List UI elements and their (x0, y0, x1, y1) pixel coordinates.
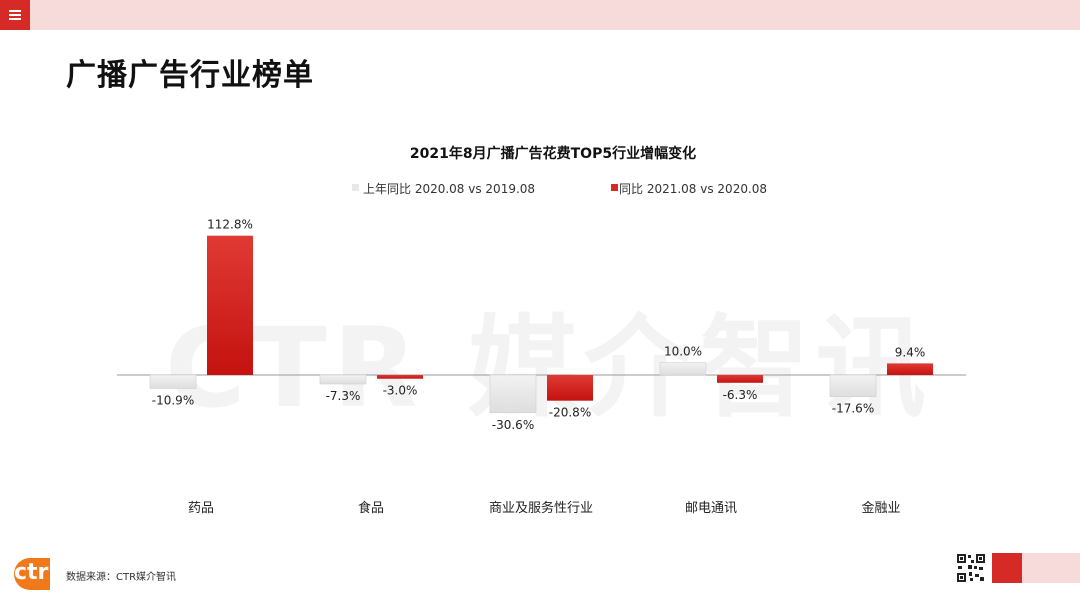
data-label-prev-year-3: 10.0% (664, 345, 702, 359)
data-label-current-year-2: -20.8% (549, 406, 591, 420)
bar-current-year-1 (377, 375, 423, 379)
bar-current-year-2 (547, 375, 593, 401)
accent-bar (1022, 553, 1080, 583)
top-bar (0, 0, 1080, 30)
qr-code-icon (956, 553, 986, 583)
bar-current-year-4 (887, 363, 933, 375)
data-label-current-year-0: 112.8% (207, 218, 253, 232)
bar-prev-year-3 (659, 362, 707, 376)
bar-prev-year-4 (829, 374, 877, 398)
data-label-current-year-4: 9.4% (895, 345, 926, 359)
data-label-prev-year-2: -30.6% (492, 418, 534, 432)
category-label-2: 商业及服务性行业 (489, 500, 593, 516)
category-label-3: 邮电通讯 (685, 501, 737, 516)
watermark: CTR 媒介智讯 (165, 304, 932, 432)
category-label-0: 药品 (188, 501, 214, 516)
legend-swatch-red (611, 184, 618, 191)
hamburger-menu-icon[interactable] (0, 0, 30, 30)
bar-prev-year-2 (489, 374, 537, 414)
bar-prev-year-0 (149, 374, 197, 389)
bar-current-year-3 (717, 375, 763, 383)
legend-label-prev-year: 上年同比 2020.08 vs 2019.08 (363, 182, 535, 196)
legend-label-current-year: 同比 2021.08 vs 2020.08 (619, 182, 767, 196)
data-label-current-year-1: -3.0% (383, 384, 418, 398)
category-label-1: 食品 (358, 500, 384, 516)
category-label-4: 金融业 (861, 500, 900, 516)
legend-swatch-gray (352, 184, 359, 191)
accent-square (992, 553, 1022, 583)
chart-title: 2021年8月广播广告花费TOP5行业增幅变化 (410, 145, 696, 162)
data-label-prev-year-1: -7.3% (326, 389, 361, 403)
data-source: 数据来源：CTR媒介智讯 (66, 572, 177, 583)
data-label-current-year-3: -6.3% (723, 388, 758, 402)
bar-current-year-0 (207, 235, 253, 375)
data-label-prev-year-0: -10.9% (152, 393, 194, 407)
ctr-logo (10, 554, 54, 594)
bar-prev-year-1 (319, 374, 367, 385)
logo-text: ctr (14, 560, 49, 585)
page-title: 广播广告行业榜单 (66, 58, 314, 93)
data-label-prev-year-4: -17.6% (832, 402, 874, 416)
